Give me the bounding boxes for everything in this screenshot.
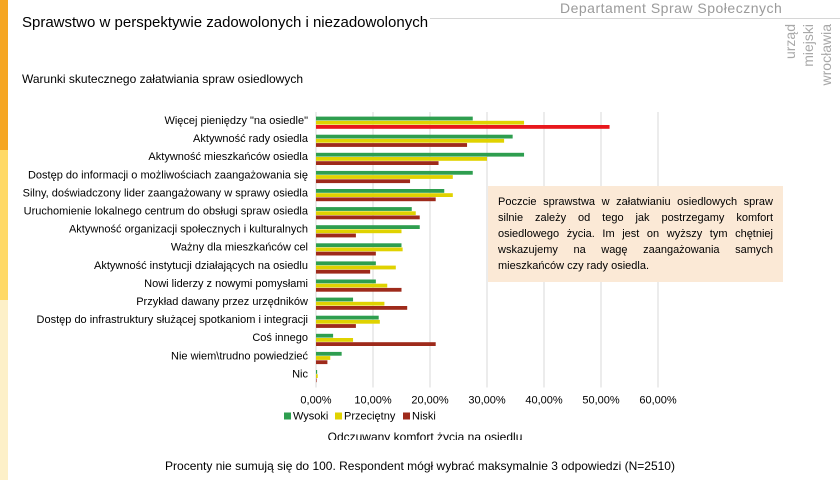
bar-wysoki	[316, 225, 420, 229]
bar-niski	[316, 125, 610, 129]
bar-wysoki	[316, 261, 376, 266]
bar-przeciętny	[316, 211, 416, 216]
bar-niski	[316, 378, 317, 383]
bar-niski	[316, 161, 439, 165]
bar-przeciętny	[316, 374, 318, 378]
accent-segment-yellow	[0, 150, 8, 300]
bar-wysoki	[316, 152, 525, 157]
bar-niski	[316, 233, 356, 238]
bar-niski	[316, 287, 402, 292]
bar-przeciętny	[316, 193, 453, 197]
bar-niski	[316, 269, 371, 274]
category-label: Aktywność rady osiedla	[193, 133, 309, 145]
x-tick-label: 30,00%	[468, 395, 506, 407]
annotation-box: Poczcie sprawstwa w załatwianiu osiedlow…	[488, 186, 783, 282]
bar-przeciętny	[316, 175, 453, 179]
brand-name: Departament Spraw Społecznych	[560, 0, 783, 16]
category-label: Coś innego	[252, 332, 308, 344]
legend-swatch	[403, 412, 410, 420]
header-divider	[430, 18, 840, 19]
x-axis-label: Odczuwany komfort życia na osiedlu	[328, 430, 523, 440]
bar-niski	[316, 215, 420, 220]
accent-segment-orange	[0, 0, 8, 150]
page-title: Sprawstwo w perspektywie zadowolonych i …	[22, 14, 429, 31]
legend-label: Wysoki	[293, 411, 328, 423]
category-label: Nowi liderzy z nowymi pomysłami	[144, 278, 308, 290]
bar-wysoki	[316, 170, 473, 175]
legend-label: Niski	[412, 411, 436, 423]
category-labels: Więcej pieniędzy "na osiedle" Aktywność r…	[23, 115, 309, 380]
chart-subtitle: Warunki skutecznego załatwiania spraw os…	[22, 72, 304, 86]
bar-przeciętny	[316, 229, 402, 234]
x-tick-label: 0,00%	[300, 395, 331, 407]
legend-swatch	[335, 412, 342, 420]
category-label: Nie wiem\trudno powiedzieć	[171, 350, 308, 362]
bar-wysoki	[316, 189, 445, 193]
bar-przeciętny	[316, 138, 505, 143]
category-label: Nic	[292, 368, 308, 380]
category-label: Uruchomienie lokalnego centrum do obsług…	[24, 206, 309, 218]
x-tick-label: 10,00%	[354, 395, 392, 407]
category-label: Aktywność mieszkańców osiedla	[148, 151, 308, 163]
bar-wysoki	[316, 116, 473, 121]
bar-wysoki	[316, 370, 318, 374]
category-label: Dostęp do informacji o możliwościach zaa…	[28, 169, 308, 181]
category-label: Aktywność organizacji społecznych i kult…	[69, 224, 308, 236]
bar-przeciętny	[316, 157, 487, 161]
bar-niski	[316, 342, 436, 346]
category-label: Dostęp do infrastruktury służącej spotka…	[37, 314, 308, 326]
chart-legend: Wysoki Przeciętny Niski	[284, 411, 436, 423]
x-tick-label: 40,00%	[525, 395, 563, 407]
legend-label: Przeciętny	[344, 411, 396, 423]
bar-wysoki	[316, 351, 342, 356]
bar-przeciętny	[316, 319, 380, 324]
bar-niski	[316, 251, 376, 256]
bar-wysoki	[316, 315, 379, 320]
bar-niski	[316, 179, 411, 184]
category-label: Silny, doświadczony lider zaangażowany w…	[23, 187, 309, 199]
bar-wysoki	[316, 134, 513, 139]
bar-niski	[316, 324, 356, 328]
left-accent-bar	[0, 0, 8, 480]
bar-niski	[316, 143, 468, 147]
bar-przeciętny	[316, 338, 354, 342]
x-tick-label: 50,00%	[582, 395, 620, 407]
bar-wysoki	[316, 297, 354, 302]
category-label: Więcej pieniędzy "na osiedle"	[164, 115, 308, 127]
category-label: Ważny dla mieszkańców cel	[171, 242, 308, 254]
bar-przeciętny	[316, 283, 388, 288]
bar-niski	[316, 360, 328, 365]
bar-przeciętny	[316, 301, 385, 306]
bar-wysoki	[316, 243, 402, 248]
x-tick-label: 60,00%	[639, 395, 677, 407]
bar-wysoki	[316, 207, 412, 211]
bar-wysoki	[316, 333, 334, 338]
category-label: Aktywność instytucji działających na osi…	[94, 260, 308, 272]
bar-przeciętny	[316, 356, 331, 360]
bar-niski	[316, 197, 436, 202]
x-tick-labels: 0,00% 10,00% 20,00% 30,00% 40,00% 50,00% 60,00…	[300, 395, 676, 407]
bar-przeciętny	[316, 247, 403, 252]
legend-swatch	[284, 412, 291, 420]
bar-chart: Więcej pieniędzy "na osiedle" Aktywność r…	[23, 112, 677, 440]
bar-przeciętny	[316, 265, 396, 270]
bar-wysoki	[316, 279, 376, 284]
bar-niski	[316, 306, 408, 310]
chart-bars	[316, 116, 610, 383]
footnote: Procenty nie sumują się do 100. Responde…	[165, 459, 675, 473]
accent-segment-light	[0, 300, 8, 480]
x-tick-label: 20,00%	[411, 395, 449, 407]
category-label: Przykład dawany przez urzędników	[136, 296, 308, 308]
bar-przeciętny	[316, 120, 525, 125]
